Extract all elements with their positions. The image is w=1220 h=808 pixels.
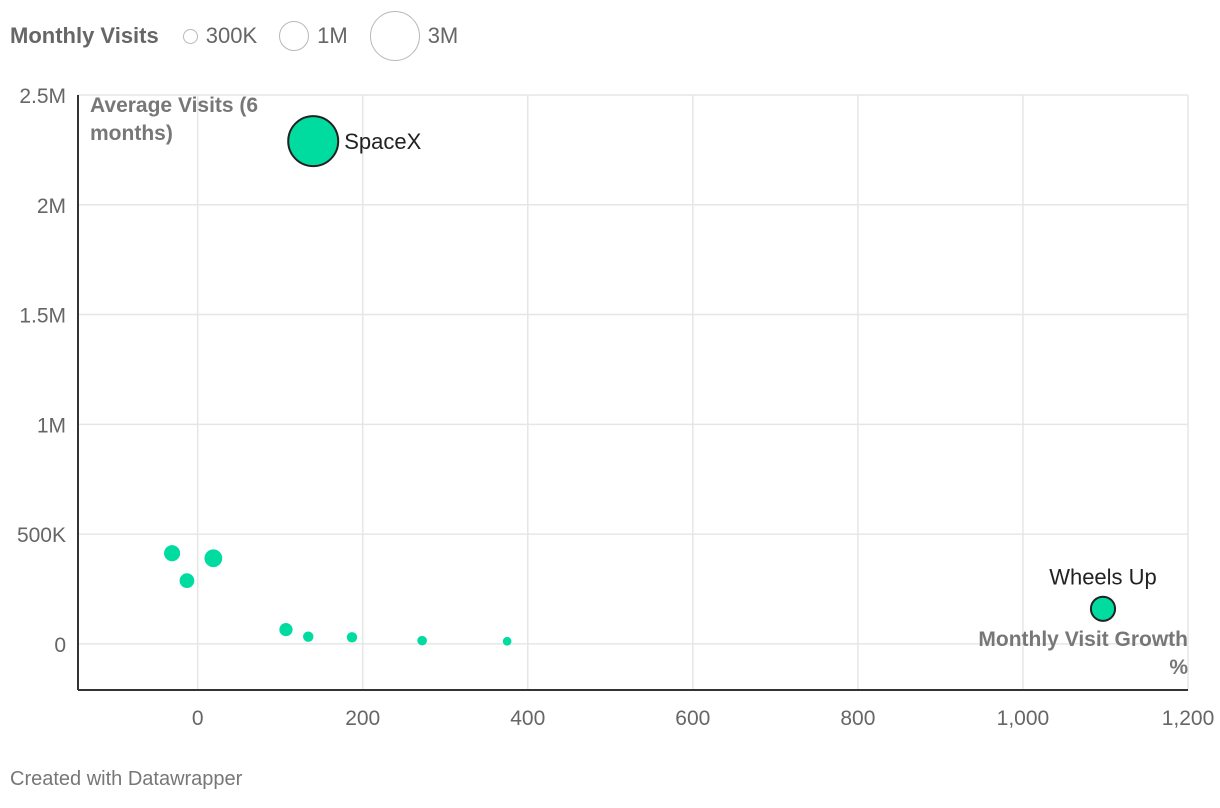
y-axis-title: Average Visits (6 months) bbox=[90, 94, 258, 145]
legend-item-small: 300K bbox=[182, 23, 258, 49]
data-point-3 bbox=[204, 549, 223, 568]
size-legend: Monthly Visits 300K 1M 3M bbox=[10, 8, 466, 64]
data-point-0 bbox=[287, 115, 340, 168]
data-point-5 bbox=[279, 623, 293, 637]
footer-credit: Created with Datawrapper bbox=[10, 768, 243, 790]
point-label-1: Wheels Up bbox=[1049, 565, 1157, 590]
x-axis-title: Monthly Visit Growth% bbox=[978, 628, 1188, 679]
y-tick-label-4: 2M bbox=[37, 195, 66, 218]
y-tick-label-1: 500K bbox=[17, 524, 66, 547]
x-tick-label-0: 0 bbox=[192, 707, 204, 730]
y-tick-label-0: 0 bbox=[54, 634, 66, 657]
legend-label-small: 300K bbox=[205, 23, 258, 48]
x-tick-label-2: 400 bbox=[510, 707, 545, 730]
y-tick-label-3: 1.5M bbox=[19, 305, 66, 328]
data-point-1 bbox=[1089, 595, 1117, 622]
legend-circle-medium bbox=[279, 21, 310, 51]
x-tick-label-6: 1,200 bbox=[1162, 707, 1215, 730]
legend-circle-large bbox=[369, 11, 420, 61]
legend-label-medium: 1M bbox=[317, 23, 348, 48]
y-tick-label-5: 2.5M bbox=[19, 85, 66, 108]
data-point-6 bbox=[303, 631, 314, 642]
legend-item-medium: 1M bbox=[279, 21, 348, 51]
data-point-2 bbox=[164, 545, 181, 562]
legend-item-large: 3M bbox=[369, 11, 459, 61]
legend-title: Monthly Visits bbox=[10, 23, 159, 48]
data-point-9 bbox=[502, 636, 512, 646]
y-tick-label-2: 1M bbox=[37, 414, 66, 437]
data-point-7 bbox=[346, 632, 358, 643]
data-point-4 bbox=[179, 573, 195, 589]
point-label-0: SpaceX bbox=[344, 129, 421, 154]
data-point-8 bbox=[417, 635, 427, 646]
legend-circle-small bbox=[182, 28, 198, 44]
x-tick-label-5: 1,000 bbox=[997, 707, 1050, 730]
x-tick-label-3: 600 bbox=[675, 707, 710, 730]
x-tick-label-4: 800 bbox=[840, 707, 875, 730]
x-tick-label-1: 200 bbox=[345, 707, 380, 730]
legend-label-large: 3M bbox=[427, 23, 459, 48]
